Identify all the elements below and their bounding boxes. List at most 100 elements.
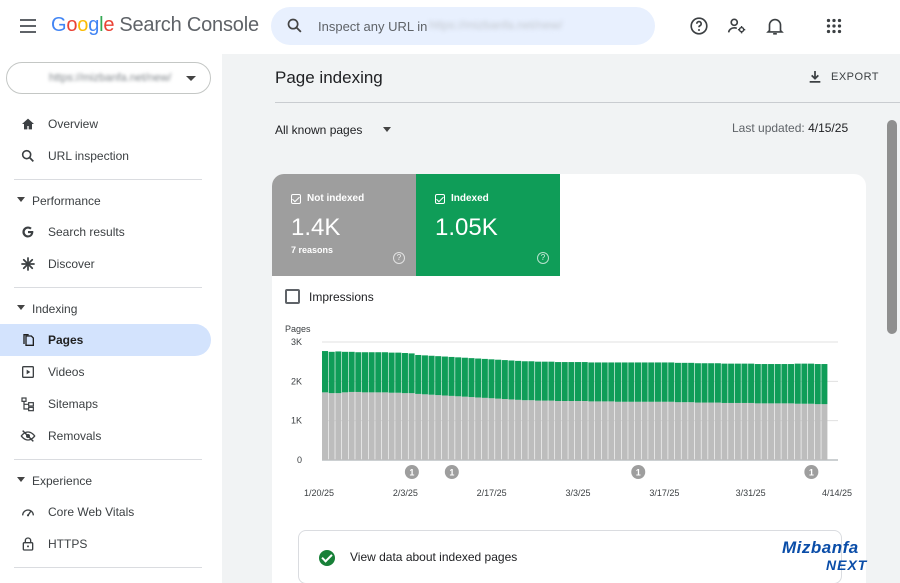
sidebar-item-videos[interactable]: Videos — [0, 356, 211, 388]
bar-indexed — [734, 363, 741, 403]
bar-indexed — [548, 361, 555, 401]
bar-not-indexed — [721, 402, 728, 460]
checkbox-checked-icon — [291, 194, 301, 204]
caret-down-icon — [17, 197, 25, 202]
bar-not-indexed — [395, 392, 402, 460]
bar-indexed — [561, 362, 568, 401]
not-indexed-tile[interactable]: Not indexed 1.4K 7 reasons ? — [272, 174, 416, 276]
bar-indexed — [588, 362, 595, 402]
url-inspection-search[interactable]: Inspect any URL in https://mizbanfa.net/… — [271, 7, 655, 45]
bar-indexed — [415, 354, 422, 394]
property-selector[interactable]: https://mizbanfa.net/new/ — [6, 62, 211, 94]
sidebar-item-label: Sitemaps — [48, 397, 99, 411]
bar-not-indexed — [368, 392, 375, 460]
bar-indexed — [488, 359, 495, 399]
bar-indexed — [375, 352, 382, 393]
sidebar-item-discover[interactable]: Discover — [0, 248, 211, 280]
bar-indexed — [395, 352, 402, 393]
sidebar-section-title: Performance — [32, 194, 101, 208]
bar-indexed — [694, 363, 701, 403]
sidebar-section-indexing[interactable]: Indexing — [0, 294, 211, 322]
bar-indexed — [341, 351, 349, 393]
view-indexed-pages-link[interactable]: View data about indexed pages — [298, 530, 842, 583]
sidebar-divider — [14, 287, 202, 288]
apps-grid-icon[interactable] — [823, 15, 845, 37]
checkbox-checked-icon — [435, 194, 445, 204]
annotation-marker — [804, 465, 819, 479]
bar-not-indexed — [361, 392, 369, 460]
sidebar-section-experience[interactable]: Experience — [0, 466, 211, 494]
chevron-down-icon — [383, 127, 391, 132]
bar-not-indexed — [468, 397, 475, 460]
sidebar-item-label: Search results — [48, 225, 125, 239]
bar-not-indexed — [648, 401, 655, 460]
bar-indexed — [594, 362, 602, 402]
bar-not-indexed — [475, 397, 482, 460]
bar-not-indexed — [601, 401, 608, 460]
property-url: https://mizbanfa.net/new/ — [49, 72, 172, 84]
bar-indexed — [448, 356, 455, 396]
bar-indexed — [654, 362, 661, 402]
sidebar-item-url-inspection[interactable]: URL inspection — [0, 140, 211, 172]
sidebar-divider — [14, 567, 202, 568]
search-console-logo[interactable]: Google Search Console — [51, 14, 259, 37]
bar-not-indexed — [728, 402, 735, 460]
notifications-icon[interactable] — [764, 15, 786, 37]
bar-not-indexed — [535, 400, 542, 460]
bar-not-indexed — [674, 402, 681, 460]
bar-not-indexed — [428, 394, 435, 460]
bar-indexed — [688, 362, 695, 403]
bar-not-indexed — [528, 400, 535, 460]
impressions-label: Impressions — [309, 290, 374, 304]
page-scrollbar[interactable] — [887, 120, 897, 334]
x-tick-label: 4/14/25 — [822, 488, 852, 498]
main-content: Page indexing EXPORT All known pages Las… — [222, 54, 900, 583]
bar-not-indexed — [774, 403, 781, 460]
sidebar-item-search-results[interactable]: Search results — [0, 216, 211, 248]
help-icon[interactable] — [688, 15, 710, 37]
bar-not-indexed — [322, 392, 329, 460]
bar-indexed — [441, 356, 448, 396]
sidebar-section-performance[interactable]: Performance — [0, 186, 211, 214]
help-icon[interactable]: ? — [537, 252, 549, 264]
sidebar-item-core-web-vitals[interactable]: Core Web Vitals — [0, 496, 211, 528]
bar-indexed — [801, 363, 808, 404]
bar-indexed — [455, 357, 462, 397]
google-g-icon — [22, 226, 34, 238]
main-menu-icon[interactable] — [18, 16, 38, 36]
user-settings-icon[interactable] — [726, 15, 748, 37]
bar-not-indexed — [441, 395, 448, 460]
sidebar-item-overview[interactable]: Overview — [0, 108, 211, 140]
indexed-tile[interactable]: Indexed 1.05K ? — [416, 174, 560, 276]
help-icon[interactable]: ? — [393, 252, 405, 264]
bar-not-indexed — [548, 400, 555, 460]
bar-not-indexed — [541, 400, 548, 460]
bar-not-indexed — [694, 402, 701, 460]
bar-not-indexed — [588, 401, 595, 460]
bar-indexed — [608, 362, 615, 402]
sidebar-item-pages[interactable]: Pages — [0, 324, 211, 356]
sidebar-item-removals[interactable]: Removals — [0, 420, 211, 452]
x-tick-label: 3/31/25 — [736, 488, 766, 498]
sidebar-item-sitemaps[interactable]: Sitemaps — [0, 388, 211, 420]
bar-not-indexed — [415, 393, 422, 460]
annotation-marker — [444, 465, 459, 479]
sidebar: https://mizbanfa.net/new/ Overview URL i… — [0, 54, 222, 583]
caret-down-icon — [17, 305, 25, 310]
bar-not-indexed — [488, 398, 495, 460]
sidebar-item-label: Pages — [48, 333, 84, 347]
sidebar-section-title: Experience — [32, 474, 93, 488]
bar-not-indexed — [508, 399, 515, 460]
bar-indexed — [621, 362, 628, 402]
annotation-marker-label: 1 — [636, 468, 641, 478]
bar-not-indexed — [628, 401, 635, 460]
bar-not-indexed — [561, 401, 568, 460]
logo-letter: o — [66, 14, 78, 36]
download-icon — [809, 71, 821, 83]
logo-letter: o — [77, 14, 89, 36]
pages-filter-dropdown[interactable]: All known pages — [275, 121, 391, 141]
sidebar-item-label: Videos — [48, 365, 85, 379]
tile-subtitle: 7 reasons — [291, 245, 334, 255]
bar-indexed — [355, 352, 362, 392]
sidebar-item-https[interactable]: HTTPS — [0, 528, 211, 560]
